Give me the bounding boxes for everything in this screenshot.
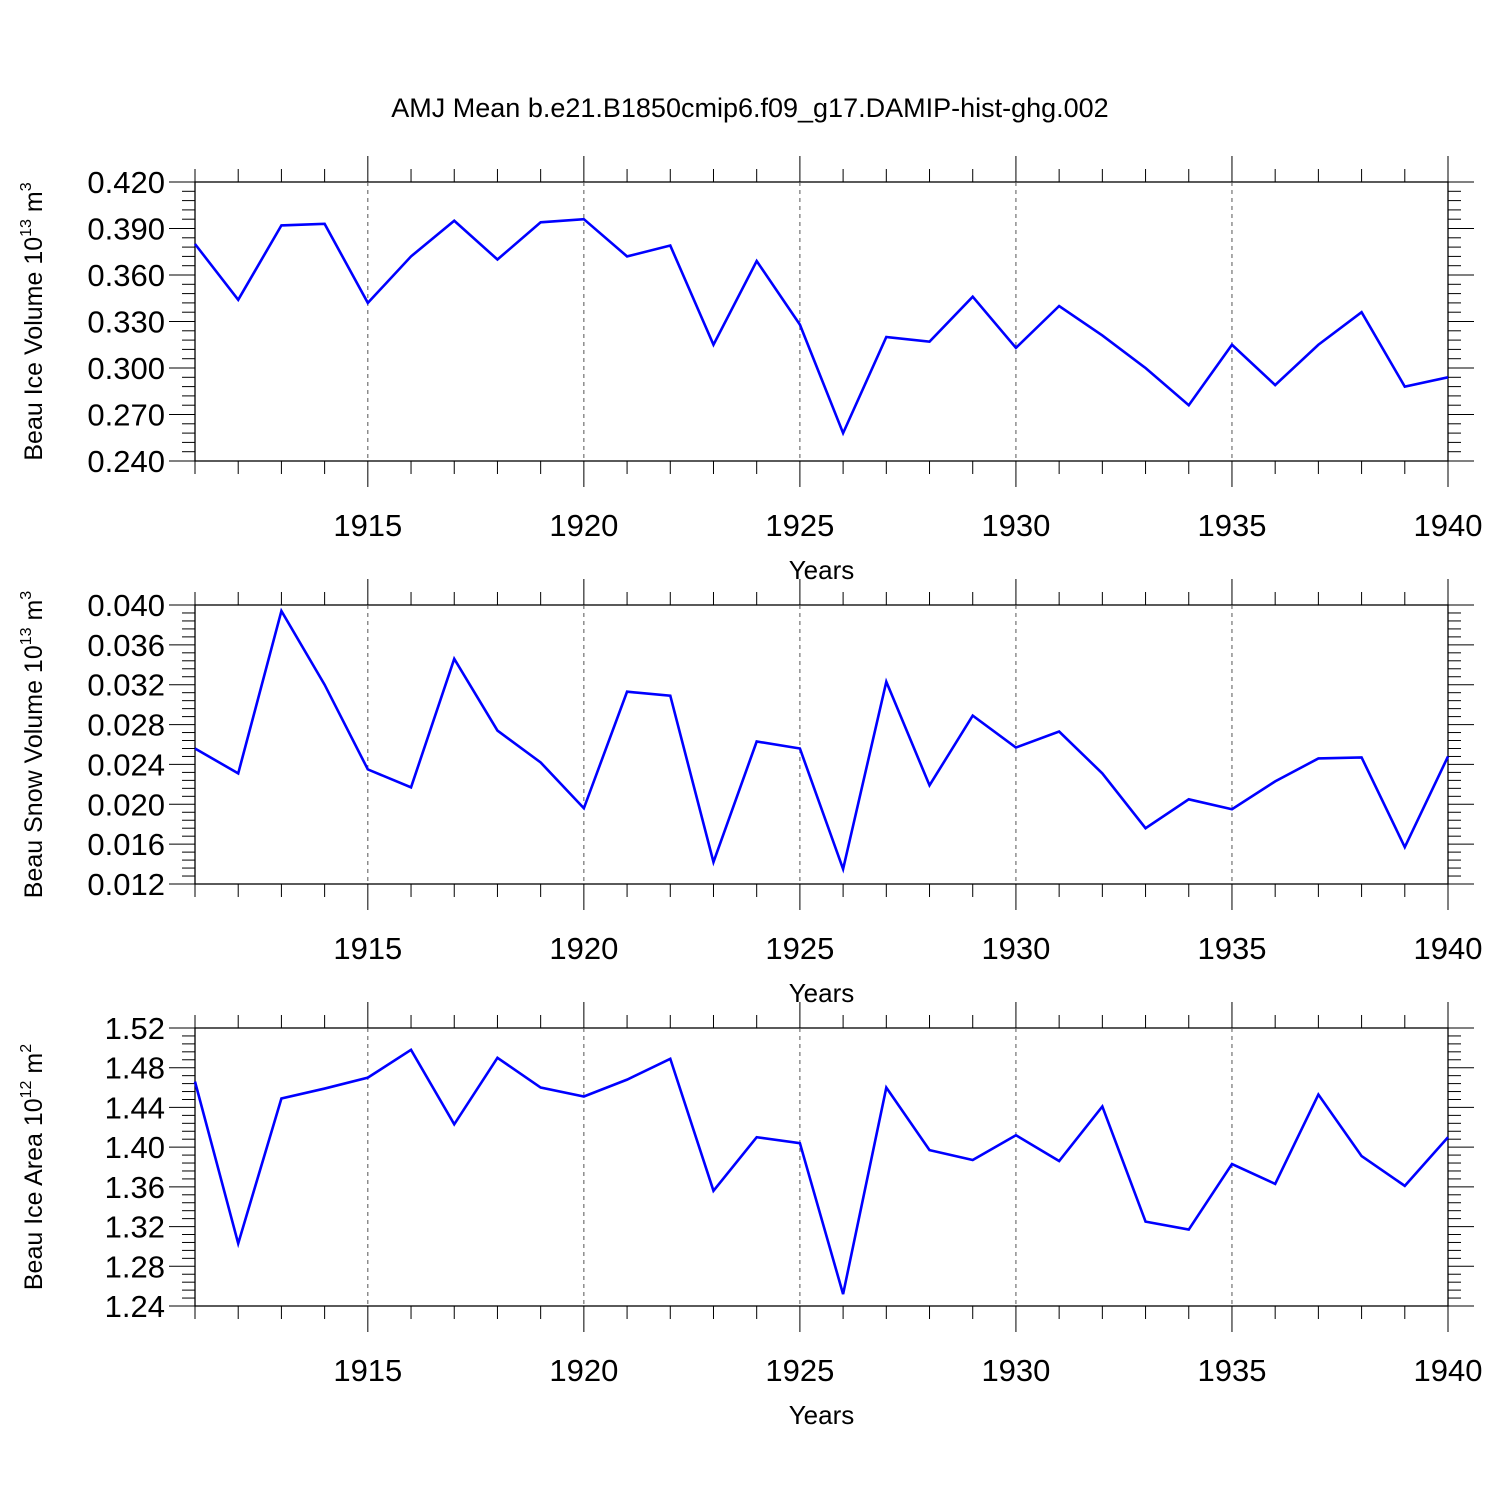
y-tick-label: 0.300 (87, 351, 165, 386)
x-tick-label: 1925 (765, 508, 834, 543)
plot-frame (194, 604, 1449, 885)
y-tick-label: 1.24 (105, 1289, 165, 1324)
y-axis-label: Beau Snow Volume 1013 m3 (18, 591, 48, 899)
x-tick-label: 1935 (1197, 931, 1266, 966)
x-tick-label: 1935 (1197, 508, 1266, 543)
x-axis-label: Years (789, 555, 855, 585)
y-tick-label: 1.44 (105, 1090, 165, 1125)
y-tick-label: 0.240 (87, 444, 165, 479)
series-line (193, 217, 1449, 437)
y-tick-label: 0.036 (87, 628, 165, 663)
y-tick-label: 0.040 (87, 588, 165, 623)
plot-frame (194, 181, 1449, 462)
x-axis-label: Years (789, 978, 855, 1008)
chart-panel-3: 1.24 1.28 1.32 1.36 1.40 1.44 1.48 1.52 1915 1920… (18, 1002, 1482, 1430)
y-tick-label: 1.52 (105, 1011, 165, 1046)
x-axis-label: Years (789, 1400, 855, 1430)
x-tick-label: 1925 (765, 1353, 834, 1388)
x-tick-label: 1920 (549, 931, 618, 966)
y-axis-label: Beau Ice Area 1012 m2 (18, 1044, 48, 1290)
chart-panel-1: 0.240 0.270 0.300 0.330 0.360 0.390 0.420 1915 1… (18, 156, 1482, 585)
chart-title: AMJ Mean b.e21.B1850cmip6.f09_g17.DAMIP-… (391, 93, 1108, 123)
y-tick-label: 1.40 (105, 1130, 165, 1165)
series-line (193, 1048, 1449, 1295)
x-tick-label: 1930 (981, 508, 1050, 543)
x-tick-label: 1920 (549, 1353, 618, 1388)
y-tick-label: 0.012 (87, 867, 165, 902)
y-tick-label: 0.032 (87, 668, 165, 703)
x-tick-label: 1940 (1414, 1353, 1483, 1388)
y-tick-label: 1.32 (105, 1210, 165, 1245)
x-tick-label: 1920 (549, 508, 618, 543)
x-tick-label: 1930 (981, 1353, 1050, 1388)
y-tick-label: 0.330 (87, 305, 165, 340)
y-tick-label: 0.270 (87, 398, 165, 433)
plot-frame (194, 1027, 1449, 1307)
y-tick-label: 1.28 (105, 1249, 165, 1284)
x-tick-label: 1935 (1197, 1353, 1266, 1388)
y-tick-label: 0.420 (87, 165, 165, 200)
y-tick-label: 0.028 (87, 708, 165, 743)
x-tick-label: 1925 (765, 931, 834, 966)
y-tick-label: 0.390 (87, 212, 165, 247)
y-tick-label: 1.36 (105, 1170, 165, 1205)
y-tick-label: 1.48 (105, 1051, 165, 1086)
x-tick-label: 1940 (1414, 931, 1483, 966)
x-tick-label: 1930 (981, 931, 1050, 966)
y-tick-label: 0.360 (87, 258, 165, 293)
y-tick-label: 0.024 (87, 747, 165, 782)
y-tick-label: 0.016 (87, 827, 165, 862)
x-tick-label: 1940 (1414, 508, 1483, 543)
y-tick-label: 0.020 (87, 787, 165, 822)
x-tick-label: 1915 (333, 508, 402, 543)
series-line (194, 607, 1450, 874)
chart-panel-2: 0.012 0.016 0.020 0.024 0.028 0.032 0.036 0.040… (18, 579, 1482, 1008)
y-axis-label: Beau Ice Volume 1013 m3 (18, 182, 48, 460)
x-tick-label: 1915 (333, 1353, 402, 1388)
x-tick-label: 1915 (333, 931, 402, 966)
